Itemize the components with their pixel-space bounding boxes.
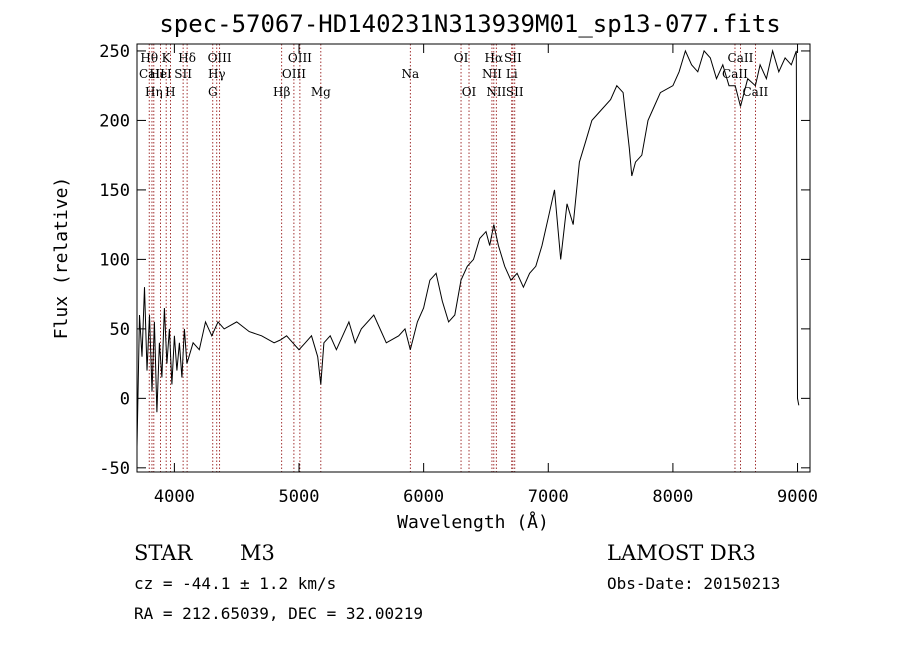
- x-tick-label-4000: 4000: [154, 487, 195, 507]
- line-marker-label-24: CaII: [722, 67, 748, 81]
- x-tick-label-9000: 9000: [777, 487, 818, 507]
- line-marker-label-25: CaII: [728, 51, 754, 65]
- line-marker-label-10: OIII: [208, 51, 232, 65]
- chart-title: spec-57067-HD140231N313939M01_sp13-077.f…: [159, 10, 780, 38]
- line-marker-label-17: OI: [462, 85, 477, 99]
- y-tick-label-150: 150: [99, 181, 130, 201]
- x-tick-label-5000: 5000: [279, 487, 320, 507]
- object-subclass: M3: [240, 541, 275, 565]
- line-marker-label-16: OI: [454, 51, 469, 65]
- line-marker-label-13: OIII: [288, 51, 312, 65]
- y-tick-label-200: 200: [99, 111, 130, 131]
- y-axis-ticks: -50 0 50 100 150 200 250: [99, 42, 810, 479]
- line-marker-label-6: SII: [174, 67, 192, 81]
- obs-date: Obs-Date: 20150213: [607, 574, 780, 593]
- y-tick-label--50: -50: [99, 459, 130, 479]
- y-tick-label-50: 50: [110, 320, 130, 340]
- line-marker-label-14: Mg: [311, 85, 331, 99]
- line-marker-label-7: Hδ: [178, 51, 196, 65]
- survey-name: LAMOST DR3: [607, 541, 756, 565]
- x-axis-label: Wavelength (Å): [397, 511, 549, 533]
- y-tick-label-250: 250: [99, 42, 130, 62]
- x-tick-label-6000: 6000: [403, 487, 444, 507]
- x-tick-label-8000: 8000: [652, 487, 693, 507]
- line-marker-labels: Hθ CaII Hη HeI K H SII Hδ G Hγ OIII Hβ OIII OIII Mg Na O…: [139, 51, 769, 99]
- y-tick-label-0: 0: [120, 389, 130, 409]
- line-marker-label-0: Hθ: [140, 51, 158, 65]
- x-tick-label-7000: 7000: [528, 487, 569, 507]
- line-marker-label-1: CaII: [139, 67, 165, 81]
- line-marker-label-12: OIII: [282, 67, 306, 81]
- line-marker-label-26: CaII: [742, 85, 768, 99]
- line-marker-label-20: NII: [486, 85, 506, 99]
- line-marker-label-18: NII: [482, 67, 502, 81]
- line-marker-label-23: SII: [506, 85, 524, 99]
- y-tick-label-100: 100: [99, 250, 130, 270]
- object-class: STAR: [134, 541, 193, 565]
- line-marker-label-4: K: [162, 51, 172, 65]
- line-marker-label-9: Hγ: [208, 67, 226, 81]
- y-axis-label: Flux (relative): [51, 177, 72, 340]
- line-marker-label-2: Hη: [145, 85, 163, 99]
- spectrum-line: [136, 48, 800, 448]
- redshift-cz: cz = -44.1 ± 1.2 km/s: [134, 574, 336, 593]
- line-marker-label-5: H: [165, 85, 175, 99]
- line-marker-label-3: HeI: [149, 67, 172, 81]
- line-marker-label-22: SII: [504, 51, 522, 65]
- line-marker-label-21: Li: [506, 67, 518, 81]
- ra-dec-coords: RA = 212.65039, DEC = 32.00219: [134, 604, 423, 623]
- line-marker-label-19: Hα: [485, 51, 504, 65]
- plot-frame: [136, 43, 811, 473]
- x-axis-ticks: 4000 5000 6000 7000 8000 9000: [154, 44, 818, 507]
- line-marker-label-15: Na: [401, 67, 419, 81]
- line-marker-label-8: G: [208, 85, 218, 99]
- line-marker-label-11: Hβ: [273, 85, 290, 99]
- line-markers: [148, 44, 756, 472]
